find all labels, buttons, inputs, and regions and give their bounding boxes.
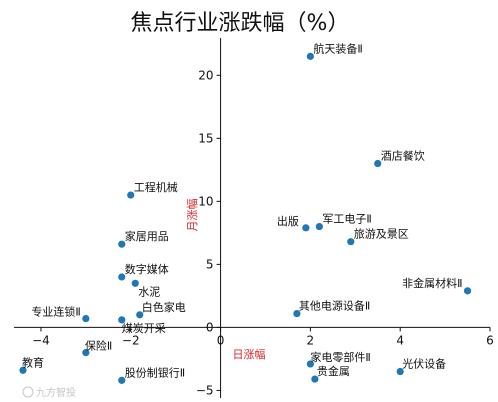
data-point [118,316,126,324]
point-label: 股份制银行Ⅱ [125,365,185,379]
data-point [136,311,144,319]
axes: −4 −2 0 2 4 6 −5 0 5 10 15 20 [14,38,494,398]
watermark: 九方智投 [22,386,76,399]
point-label: 保险Ⅱ [85,339,112,353]
y-tick-label: 20 [198,68,213,82]
data-point [127,191,135,199]
data-point [82,314,90,323]
x-tick-label: −2 [122,333,140,347]
point-label: 酒店餐饮 [381,149,425,163]
point-label: 工程机械 [134,180,178,194]
point-label: 家电零部件Ⅱ [310,350,370,364]
data-point [347,238,355,246]
data-point [118,240,126,248]
data-point [293,309,301,318]
y-tick-label: 10 [198,194,213,208]
point-label: 教育 [22,355,44,369]
x-tick-label: 2 [307,333,315,347]
point-label: 军工电子Ⅱ [322,213,371,226]
point-label: 煤炭开采 [122,322,166,335]
y-axis-label: 月涨幅 [186,199,199,232]
data-point [118,273,126,281]
watermark-text: 九方智投 [36,386,76,399]
point-label: 白色家电 [142,300,186,314]
data-point [19,366,27,374]
x-tick-label: −4 [32,333,50,347]
x-tick-label: 4 [396,333,404,347]
point-label: 非金属材料Ⅱ [402,276,462,290]
data-point [463,287,472,295]
point-label: 水泥 [138,285,160,298]
y-tick-label: 15 [198,131,213,145]
point-label: 出版 [277,214,299,228]
watermark-logo-icon [22,386,34,398]
y-tick-label: 0 [206,320,214,334]
point-label: 贵金属 [317,364,350,378]
x-tick-label: 6 [486,333,494,347]
x-tick-label: 0 [217,333,225,347]
data-point [82,349,90,357]
y-tick-label: 5 [206,257,214,271]
point-label: 家居用品 [125,229,169,243]
data-point [306,360,314,368]
data-point [311,375,319,383]
point-label: 光伏设备 [402,357,446,371]
y-tick-label: −5 [196,383,214,397]
data-point [302,224,310,232]
data-point [131,279,139,287]
data-point [315,222,323,231]
x-axis-label: 日涨幅 [233,348,266,361]
chart-title: 焦点行业涨跌幅（%） [131,11,350,36]
data-point [374,159,382,168]
point-label: 其他电源设备Ⅱ [299,299,370,313]
data-point [396,367,404,376]
point-label: 旅游及景区 [354,227,409,241]
point-label: 专业连锁Ⅱ [31,305,80,319]
data-point [118,376,126,384]
point-label: 航天装备Ⅱ [313,41,362,55]
point-label: 数字媒体 [125,262,169,276]
data-point [306,52,314,60]
